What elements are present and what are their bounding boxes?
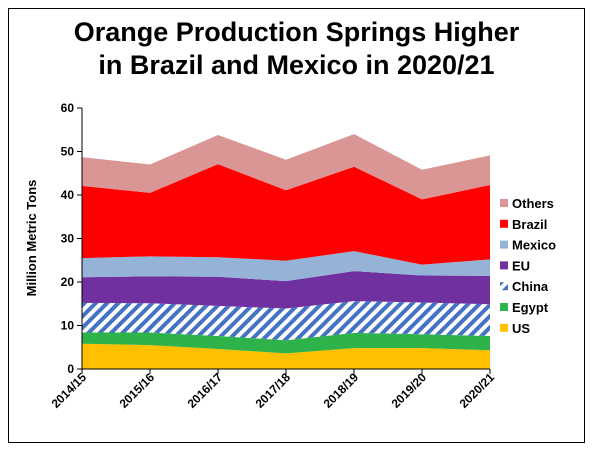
legend-swatch-us	[500, 323, 508, 332]
legend-label-us: US	[512, 321, 530, 336]
legend-swatch-others	[500, 199, 508, 207]
chart-title: Orange Production Springs Higher in Braz…	[8, 16, 585, 82]
legend-swatch-mexico	[500, 240, 508, 249]
legend: Others Brazil Mexico EU China Egypt US	[500, 196, 556, 336]
area-mexico	[82, 251, 490, 282]
x-tick-label: 2015/16	[117, 370, 158, 411]
legend-label-others: Others	[512, 196, 554, 211]
chart-title-line-2: in Brazil and Mexico in 2020/21	[98, 50, 495, 80]
area-others	[82, 134, 490, 200]
y-tick-label: 10	[61, 319, 75, 333]
legend-swatch-china	[500, 282, 508, 291]
y-axis-label: Million Metric Tons	[24, 180, 39, 297]
legend-label-egypt: Egypt	[512, 300, 549, 315]
area-brazil	[82, 164, 490, 265]
legend-swatch-brazil	[500, 219, 508, 228]
y-tick-label: 0	[67, 362, 74, 376]
y-tick-label: 60	[61, 101, 75, 115]
x-tick-label: 2016/17	[185, 370, 226, 411]
legend-swatch-egypt	[500, 303, 508, 311]
legend-swatch-eu	[500, 261, 508, 270]
y-tick-label: 30	[61, 232, 75, 246]
legend-label-brazil: Brazil	[512, 217, 547, 232]
y-tick-label: 20	[61, 275, 75, 289]
x-tick-label: 2014/15	[49, 370, 90, 411]
x-tick-label: 2020/21	[457, 370, 498, 411]
area-egypt	[82, 332, 490, 354]
x-tick-label: 2019/20	[389, 370, 430, 411]
chart-title-line-1: Orange Production Springs Higher	[73, 17, 520, 47]
legend-label-china: China	[512, 279, 549, 294]
legend-label-eu: EU	[512, 258, 530, 273]
area-us	[82, 343, 490, 369]
x-tick-label: 2018/19	[321, 370, 362, 411]
x-tick-label: 2017/18	[253, 370, 294, 411]
area-eu	[82, 271, 490, 309]
y-tick-label: 50	[61, 145, 75, 159]
area-china	[82, 301, 490, 341]
legend-label-mexico: Mexico	[512, 238, 556, 253]
y-tick-label: 40	[61, 188, 75, 202]
area-layer	[82, 134, 490, 369]
